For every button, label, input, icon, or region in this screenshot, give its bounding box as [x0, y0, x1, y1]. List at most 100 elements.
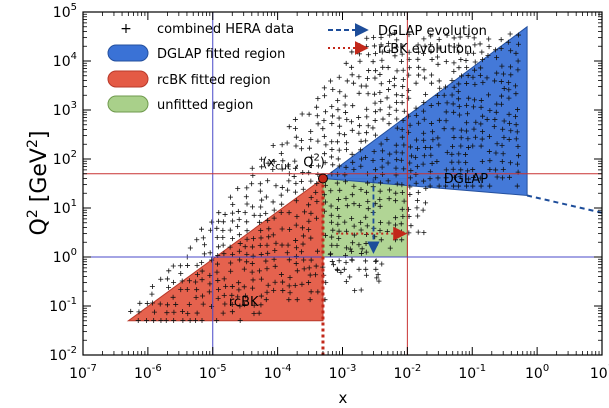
- data-point: [280, 158, 286, 164]
- y-label-text: ]: [27, 131, 52, 140]
- data-point: [450, 166, 456, 172]
- data-point: [235, 186, 241, 192]
- data-point: [507, 31, 513, 37]
- data-point: [508, 64, 514, 70]
- data-point: [459, 73, 465, 79]
- data-point: [443, 109, 449, 115]
- data-point: [385, 65, 391, 71]
- data-point: [478, 143, 484, 149]
- data-point: [486, 133, 492, 139]
- data-point: [464, 183, 470, 189]
- data-point: [315, 163, 321, 169]
- data-point: [177, 263, 183, 269]
- data-point: [365, 91, 371, 97]
- data-point: [451, 60, 457, 66]
- data-point: [463, 128, 469, 134]
- data-point: [199, 260, 205, 266]
- data-point: [422, 144, 428, 150]
- data-point: [186, 301, 192, 307]
- data-point: [378, 220, 384, 226]
- data-point: [387, 104, 393, 110]
- data-point: [343, 195, 349, 201]
- data-point: [472, 59, 478, 65]
- data-point: [451, 109, 457, 115]
- data-point: [149, 284, 155, 290]
- data-point: [494, 141, 500, 147]
- xcut-point: [317, 173, 328, 184]
- data-point: [463, 58, 469, 64]
- data-point: [491, 124, 497, 130]
- data-point: [451, 68, 457, 74]
- y-tick-base: 10: [49, 348, 67, 364]
- data-point: [128, 308, 134, 314]
- data-point: [371, 43, 377, 49]
- data-point: [394, 116, 400, 122]
- data-point: [331, 262, 337, 268]
- data-point: [416, 72, 422, 78]
- y-tick-label: 105: [53, 2, 77, 21]
- data-point: [477, 175, 483, 181]
- data-point: [347, 274, 353, 280]
- data-point: [505, 39, 511, 45]
- data-point: [313, 263, 319, 269]
- data-point: [307, 297, 313, 303]
- y-tick-base: 10: [53, 54, 71, 70]
- data-point: [215, 277, 221, 283]
- data-point: [237, 303, 243, 309]
- data-point: [415, 42, 421, 48]
- data-point: [370, 59, 376, 65]
- data-point: [413, 171, 419, 177]
- data-point: [506, 87, 512, 93]
- data-point: [380, 116, 386, 122]
- data-point: [450, 126, 456, 132]
- data-point: [414, 198, 420, 204]
- data-point: [194, 287, 200, 293]
- data-point: [251, 302, 257, 308]
- data-point: [209, 304, 215, 310]
- data-point: [465, 144, 471, 150]
- data-point: [258, 251, 264, 257]
- data-point: [470, 183, 476, 189]
- data-point: [471, 35, 477, 41]
- data-point: [250, 253, 256, 259]
- data-point: [256, 310, 262, 316]
- data-point: [336, 163, 342, 169]
- data-point: [335, 171, 341, 177]
- data-point: [472, 42, 478, 48]
- data-point: [435, 135, 441, 141]
- x-tick-base: 10: [69, 366, 87, 382]
- data-point: [286, 124, 292, 130]
- data-point: [178, 287, 184, 293]
- data-point: [258, 302, 264, 308]
- data-point: [273, 183, 279, 189]
- data-point: [315, 138, 321, 144]
- data-point: [342, 219, 348, 225]
- data-point: [480, 80, 486, 86]
- data-point: [341, 266, 347, 272]
- data-point: [293, 198, 299, 204]
- data-point: [323, 142, 329, 148]
- data-point: [244, 259, 250, 265]
- data-point: [336, 131, 342, 137]
- data-point: [435, 54, 441, 60]
- data-point: [273, 240, 279, 246]
- data-point: [471, 97, 477, 103]
- data-point: [335, 107, 341, 113]
- data-point: [373, 258, 379, 264]
- data-point: [414, 164, 420, 170]
- data-point: [494, 70, 500, 76]
- data-point: [400, 214, 406, 220]
- data-point: [241, 284, 247, 290]
- data-point: [391, 83, 397, 89]
- data-point: [329, 242, 335, 248]
- data-point: [294, 214, 300, 220]
- y-axis-label-units: Q2 [GeV2]: [25, 131, 52, 236]
- x-tick-exp: -3: [346, 363, 356, 374]
- data-point: [364, 106, 370, 112]
- data-point: [286, 178, 292, 184]
- data-point: [358, 138, 364, 144]
- data-point: [513, 122, 519, 128]
- data-point: [413, 105, 419, 111]
- data-point: [356, 74, 362, 80]
- data-point: [230, 210, 236, 216]
